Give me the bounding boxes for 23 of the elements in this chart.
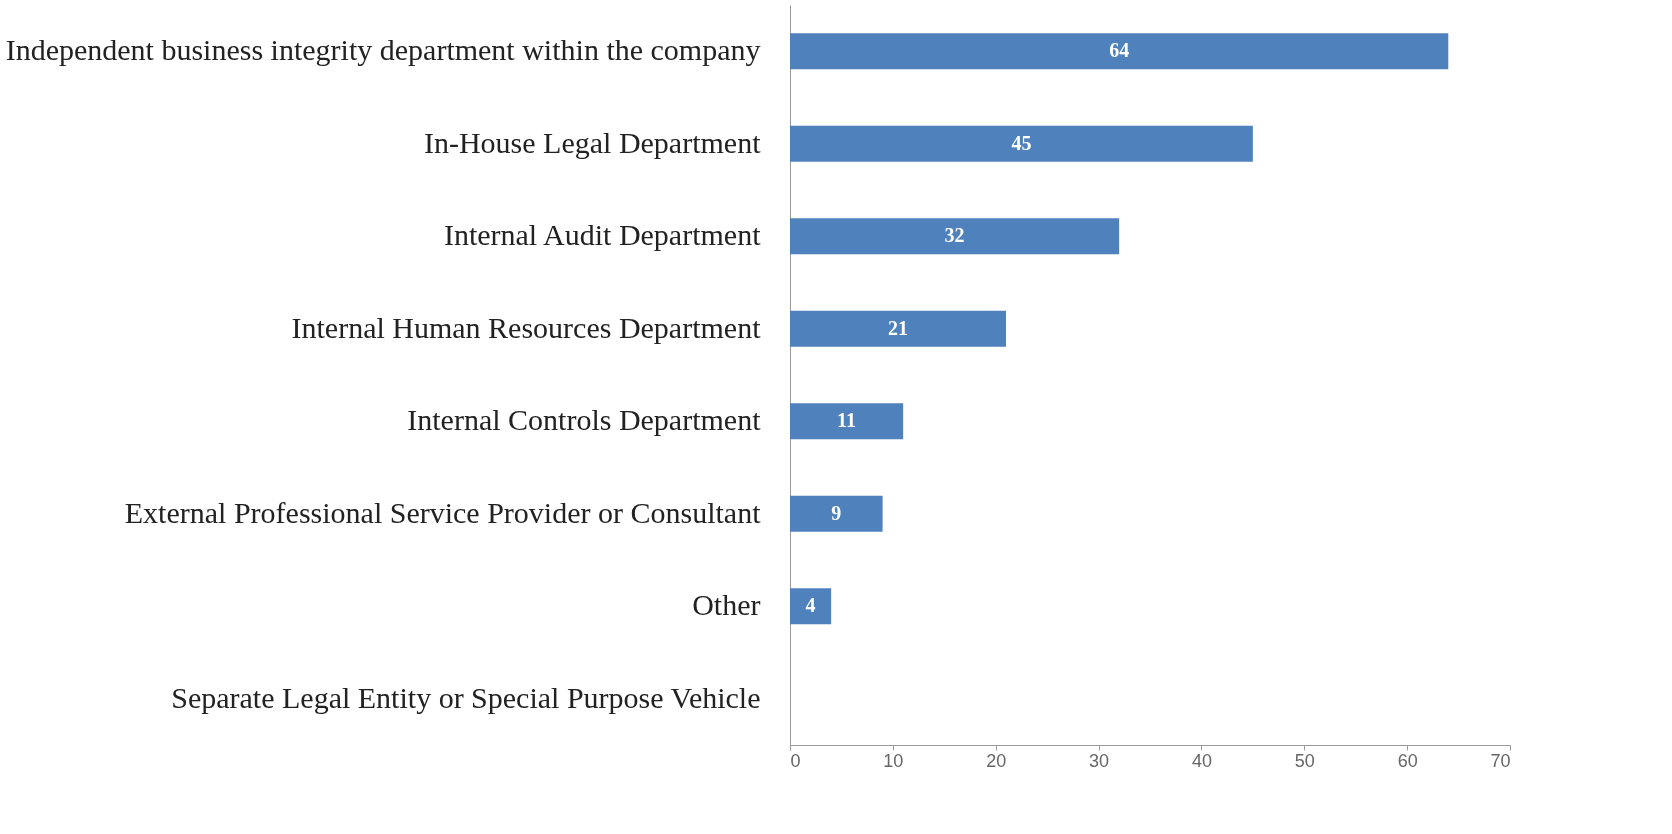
y-tick-label: In-House Legal Department [423,125,762,159]
y-tick-label: Internal Controls Department [407,403,762,437]
data-label: 64 [1109,39,1130,62]
x-tick-label: 40 [1191,750,1212,771]
data-label: 9 [831,501,842,524]
data-label: 21 [888,316,908,339]
x-tick-label: 30 [1089,750,1110,771]
data-label: 4 [805,594,816,617]
y-tick-label: Independent business integrity department within the company [5,33,761,67]
y-tick-label: Internal Human Resources Department [291,310,762,344]
x-tick-label: 60 [1397,750,1418,771]
y-tick-label: Separate Legal Entity or Special Purpose Vehicle [171,680,761,714]
x-tick-label: 10 [883,750,904,771]
data-label: 45 [1011,131,1032,154]
data-label: 11 [837,409,857,432]
data-label: 32 [944,224,965,247]
x-tick-label: 70 [1490,750,1511,771]
x-tick-label: 0 [790,750,801,771]
x-tick-label: 50 [1294,750,1315,771]
y-tick-label: External Professional Service Provider or Consultant [124,495,762,529]
x-tick-label: 20 [986,750,1007,771]
y-tick-label: Other [692,588,761,622]
y-tick-label: Internal Audit Department [443,218,762,252]
